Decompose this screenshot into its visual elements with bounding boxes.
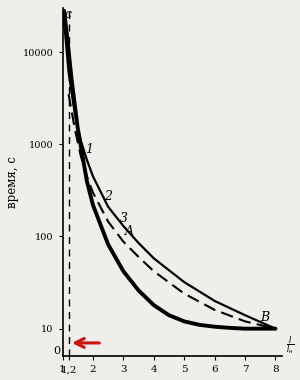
Text: 0: 0 — [53, 347, 61, 356]
Text: B: B — [260, 311, 269, 325]
Text: $\frac{I}{I_{\text{н}}}$: $\frac{I}{I_{\text{н}}}$ — [286, 334, 294, 357]
Text: 2: 2 — [103, 190, 112, 203]
Text: c: c — [65, 8, 72, 21]
Y-axis label: время, с: время, с — [6, 156, 19, 208]
Text: 3: 3 — [120, 212, 128, 225]
Text: 1: 1 — [85, 143, 93, 156]
Text: A: A — [125, 225, 134, 238]
